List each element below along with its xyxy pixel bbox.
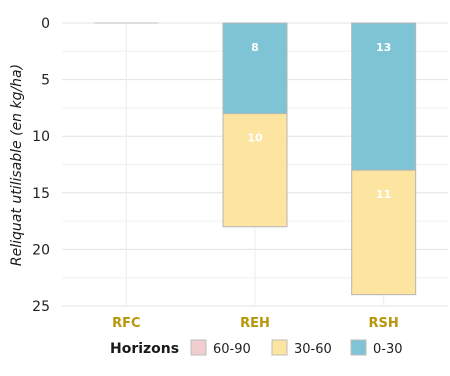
- bar-value-label: 10: [247, 132, 263, 145]
- y-tick-label: 5: [41, 73, 50, 89]
- y-tick-label: 0: [41, 16, 50, 32]
- y-tick-label: 25: [32, 299, 50, 315]
- legend-swatch: [350, 339, 367, 356]
- x-tick-label: REH: [240, 316, 270, 331]
- legend-label: 60-90: [213, 342, 251, 357]
- legend-label: 30-60: [294, 342, 332, 357]
- bars: 8 10 13 11: [94, 22, 417, 296]
- bar-segment: [351, 22, 417, 171]
- bar-segment: [222, 22, 288, 115]
- legend-title: Horizons: [110, 341, 179, 357]
- bar-segment: [222, 113, 288, 228]
- bar-segment: [351, 169, 417, 296]
- legend-swatch: [271, 339, 288, 356]
- legend: Horizons 60-90 30-60 0-30: [110, 339, 403, 357]
- bar-value-label: 13: [376, 41, 391, 54]
- y-tick-label: 15: [32, 186, 50, 202]
- x-tick-label: RSH: [369, 316, 399, 331]
- y-tick-label: 20: [32, 242, 50, 258]
- x-tick-label: RFC: [112, 316, 140, 331]
- legend-swatch: [190, 339, 207, 356]
- y-axis-label: Reliquat utilisable (en kg/ha): [9, 64, 25, 266]
- bar-value-label: 8: [251, 41, 259, 54]
- legend-label: 0-30: [373, 342, 403, 357]
- x-axis-ticks: RFC REH RSH: [112, 316, 399, 331]
- bar-value-label: 11: [376, 188, 391, 201]
- y-axis-ticks: 0 5 10 15 20 25: [32, 16, 50, 315]
- y-tick-label: 10: [32, 129, 50, 145]
